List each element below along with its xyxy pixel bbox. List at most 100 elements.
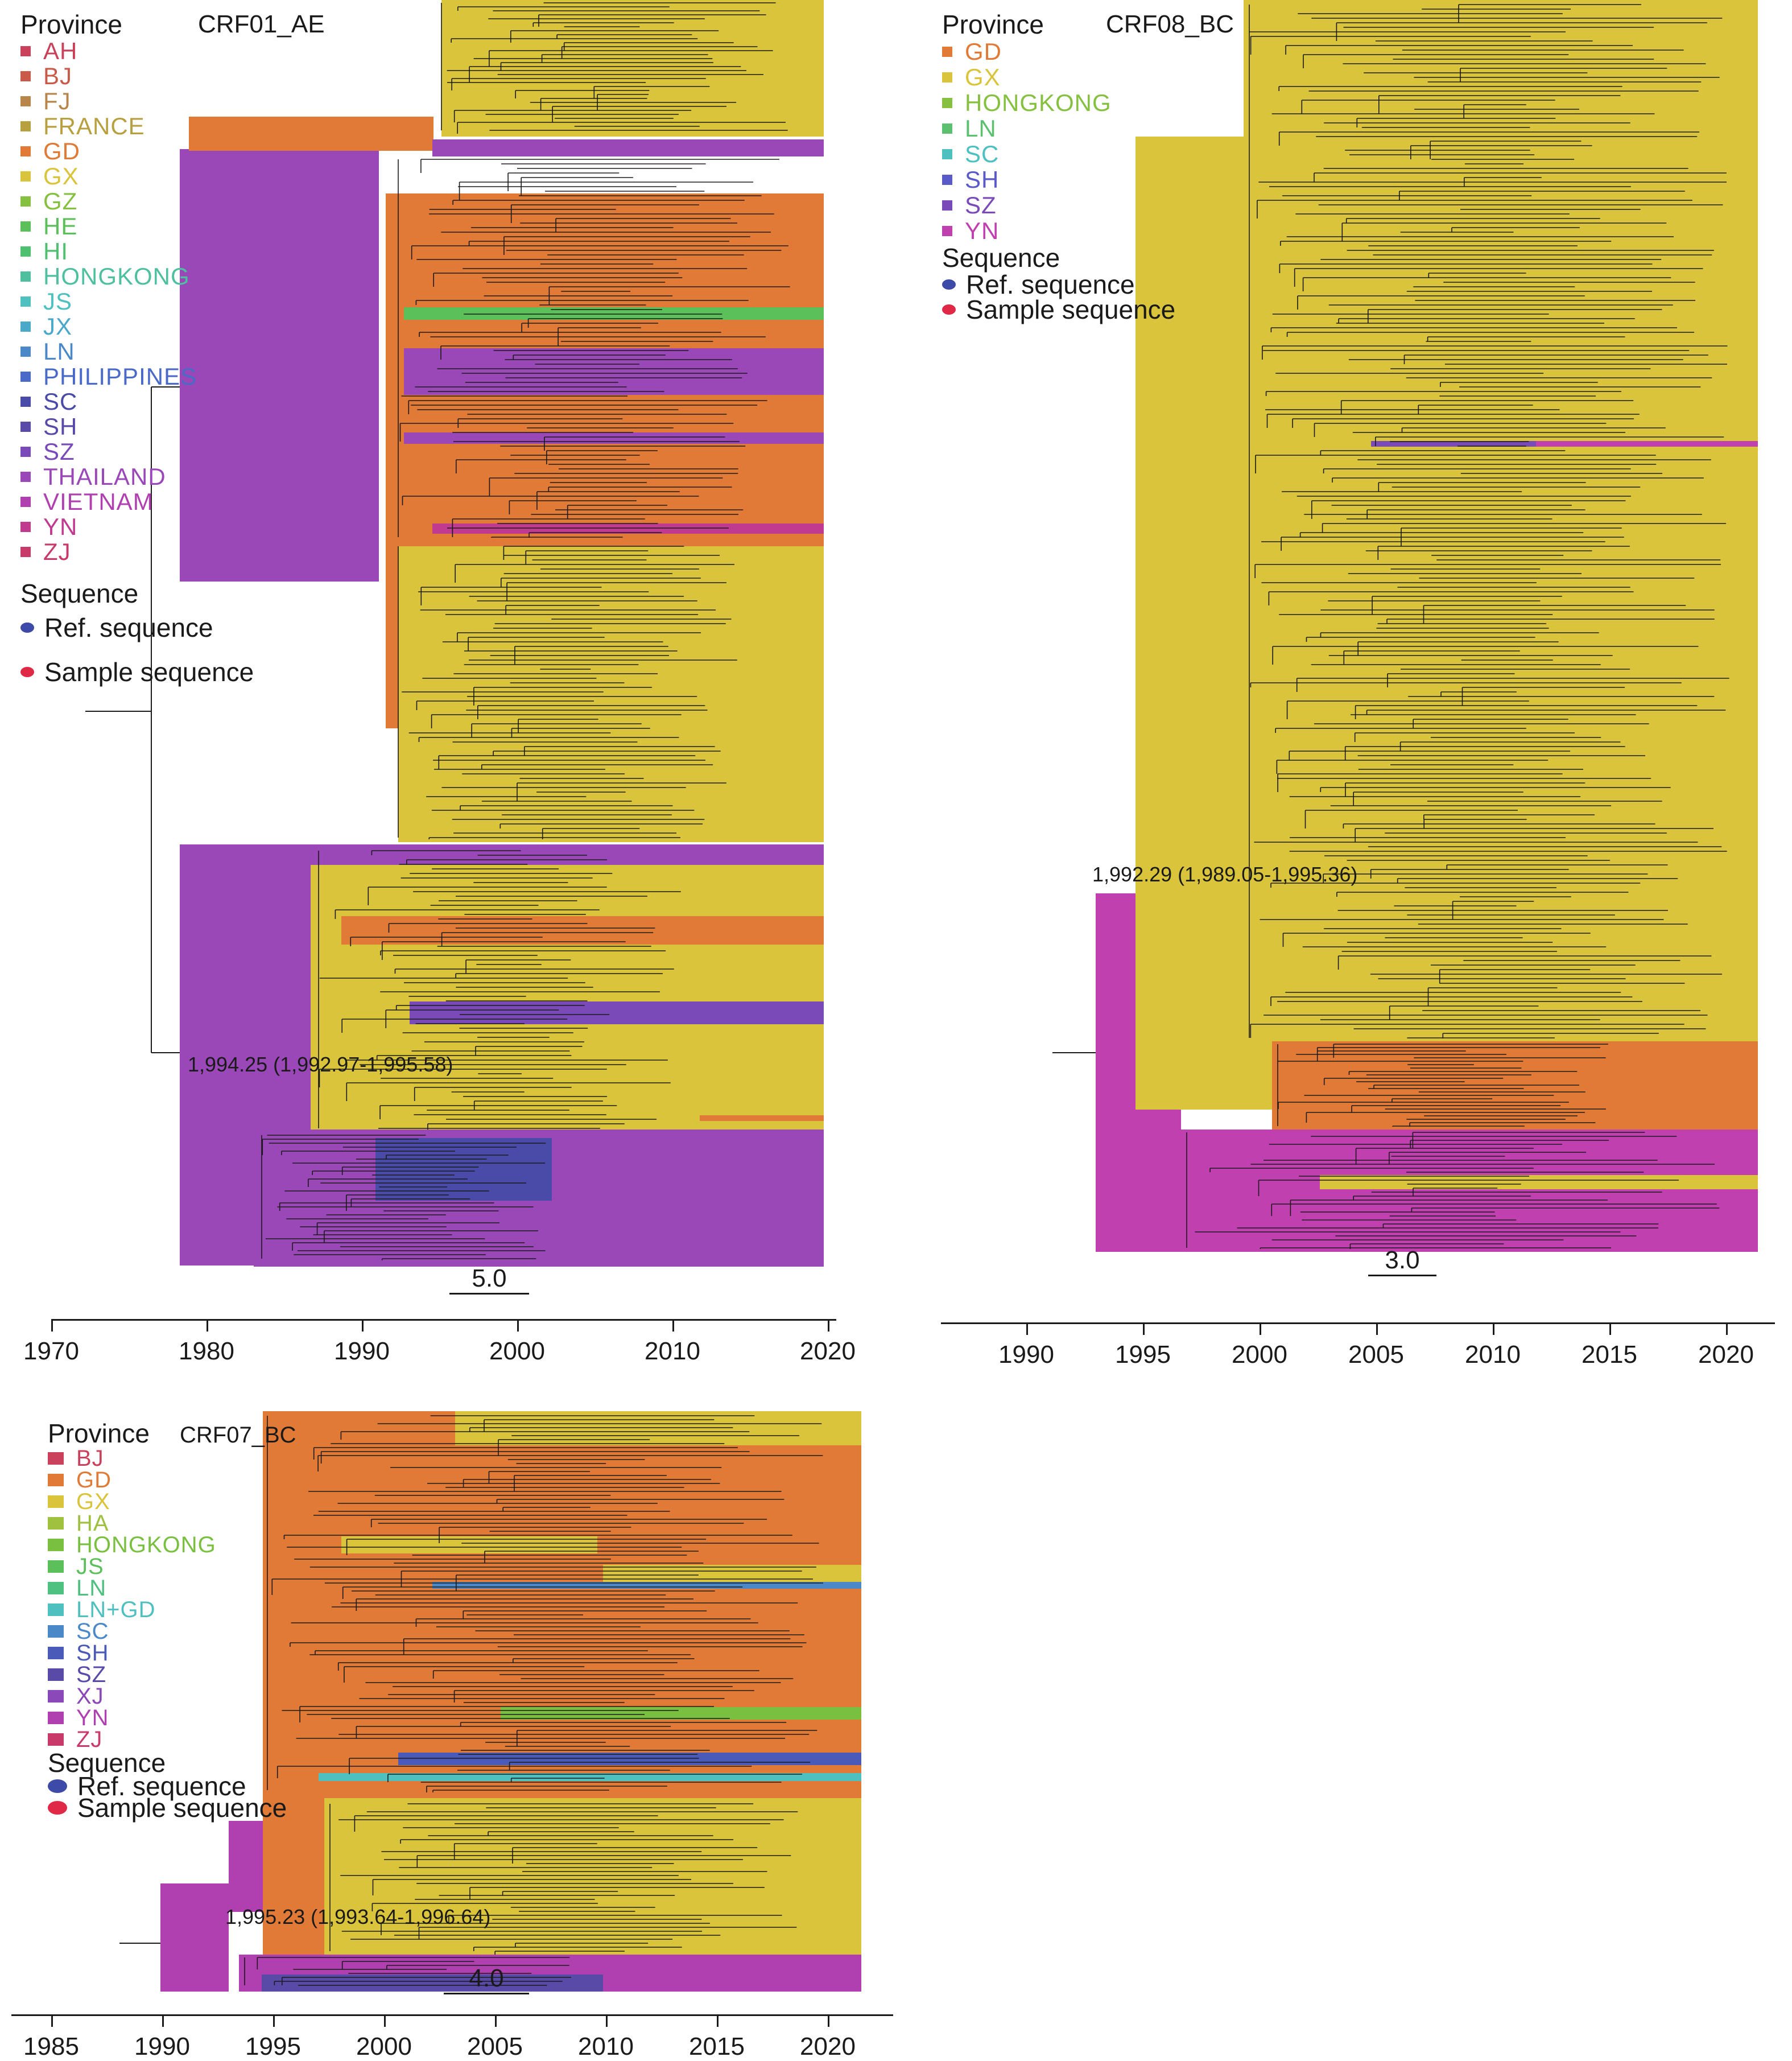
province-label: BJ [76, 1445, 104, 1471]
province-item: PHILIPPINES [20, 363, 254, 390]
province-item: AH [20, 38, 254, 64]
clade-yn [1181, 1130, 1758, 1252]
axis-tick [273, 2014, 275, 2027]
province-item: JX [20, 313, 254, 340]
clade-thailand [180, 844, 254, 1266]
axis-tick [828, 2014, 829, 2027]
subtype-label: CRF07_BC [180, 1423, 296, 1448]
panel-crf01: Province CRF01_AE AH BJ FJ FRANCE GD GX GZ HE HI… [0, 0, 856, 1377]
province-label: GX [76, 1489, 110, 1514]
scale-bar: 3.0 [1368, 1246, 1436, 1276]
province-label: LN+GD [76, 1597, 156, 1622]
clade-gx [455, 1411, 861, 1445]
province-item: XJ [48, 1683, 287, 1709]
ref-sequence-item: Ref. sequence [20, 608, 254, 648]
branch-lines [329, 1803, 798, 1955]
clade-thailand [432, 139, 824, 156]
subtype-label: CRF08_BC [1106, 10, 1234, 38]
clade-yn [160, 1883, 229, 1992]
province-item: ZJ [20, 538, 254, 565]
province-label: GZ [43, 188, 78, 215]
province-item: SH [942, 166, 1175, 193]
sample-dot-icon [48, 1801, 67, 1815]
province-swatch [48, 1712, 64, 1724]
province-swatch [20, 46, 31, 56]
province-label: FJ [43, 88, 71, 114]
province-item: GZ [20, 188, 254, 215]
clade-gx [441, 0, 824, 137]
province-label: VIETNAM [43, 488, 154, 515]
tmrca-annotation: 1,994.25 (1,992.97-1,995.58) [188, 1053, 453, 1076]
province-item: HONGKONG [942, 89, 1175, 116]
branch-lines [244, 1957, 571, 1986]
axis-tick [1376, 1322, 1378, 1335]
province-item: SC [20, 388, 254, 415]
province-item: YN [20, 513, 254, 540]
legend-crf01: Province CRF01_AE AH BJ FJ FRANCE GD GX GZ HE HI… [20, 10, 325, 692]
clade-gx [398, 546, 824, 842]
sample-sequence-label: Sample sequence [966, 295, 1176, 324]
tmrca-annotation: 1,992.29 (1,989.05-1,995.36) [1092, 863, 1358, 886]
province-swatch [20, 146, 31, 156]
province-swatch [20, 196, 31, 207]
axis-tick [1260, 1322, 1261, 1335]
province-label: ZJ [76, 1726, 103, 1752]
ref-sequence-item: Ref. sequence [48, 1771, 287, 1801]
scale-value: 4.0 [469, 1964, 504, 1992]
province-swatch [20, 71, 31, 81]
province-item: SZ [48, 1662, 287, 1687]
axis-tick-label: 2020 [800, 1337, 856, 1365]
province-item: LN [20, 338, 254, 365]
province-swatch [48, 1495, 64, 1508]
province-swatch [48, 1582, 64, 1594]
province-label: SZ [43, 438, 75, 465]
province-swatch [942, 72, 952, 83]
axis-tick [1026, 1322, 1028, 1335]
province-item: HI [20, 238, 254, 265]
tree-crf07 [119, 1411, 861, 1992]
province-item: SZ [20, 438, 254, 465]
province-item: GX [20, 163, 254, 189]
province-swatch [48, 1647, 64, 1659]
axis-tick-label: 2000 [356, 2033, 412, 2060]
axis-tick [495, 2014, 497, 2027]
clade-thailand [180, 149, 379, 582]
province-swatch [20, 372, 31, 382]
branch-lines [261, 1135, 546, 1260]
province-item: FJ [20, 88, 254, 114]
province-swatch [942, 123, 952, 134]
clade-yn [432, 524, 824, 534]
province-item: SH [48, 1640, 287, 1666]
axis-tick-label: 2005 [1348, 1341, 1404, 1368]
axis-line [941, 1322, 1775, 1324]
province-label: GD [965, 38, 1002, 65]
province-label: XJ [76, 1683, 104, 1709]
province-label: HA [76, 1510, 109, 1536]
province-item: SC [48, 1619, 287, 1644]
province-swatch [48, 1625, 64, 1638]
province-label: SZ [76, 1662, 107, 1687]
province-label: HI [43, 238, 68, 265]
province-title: Province [20, 10, 122, 39]
province-list: BJ GD GX HA HONGKONG JS LN LN+GD SC SH SZ XJ YN ZJ [48, 1445, 287, 1752]
panel-crf07: Province CRF07_BC BJ GD GX HA HONGKONG JS LN LN… [0, 1411, 910, 2060]
sample-sequence-item: Sample sequence [20, 652, 254, 692]
axis-tick [362, 1319, 364, 1332]
province-swatch [20, 171, 31, 182]
sequence-title: Sequence [48, 1748, 166, 1778]
axis-tick [1493, 1322, 1494, 1335]
axis-tick [1609, 1322, 1611, 1335]
province-item: GD [48, 1468, 287, 1493]
axis-tick-label: 2015 [689, 2033, 745, 2060]
branch-lines [398, 159, 790, 538]
sequence-title: Sequence [20, 579, 139, 608]
clade-he [404, 307, 824, 320]
axis-tick-label: 1980 [179, 1337, 234, 1365]
province-item: THAILAND [20, 463, 254, 490]
axis-tick-label: 1995 [1115, 1341, 1171, 1368]
clade-gx [324, 1798, 861, 1957]
province-swatch [20, 522, 31, 532]
province-item: SC [942, 141, 1175, 167]
clade-gd [700, 1115, 824, 1121]
ref-dot-icon [48, 1779, 67, 1793]
